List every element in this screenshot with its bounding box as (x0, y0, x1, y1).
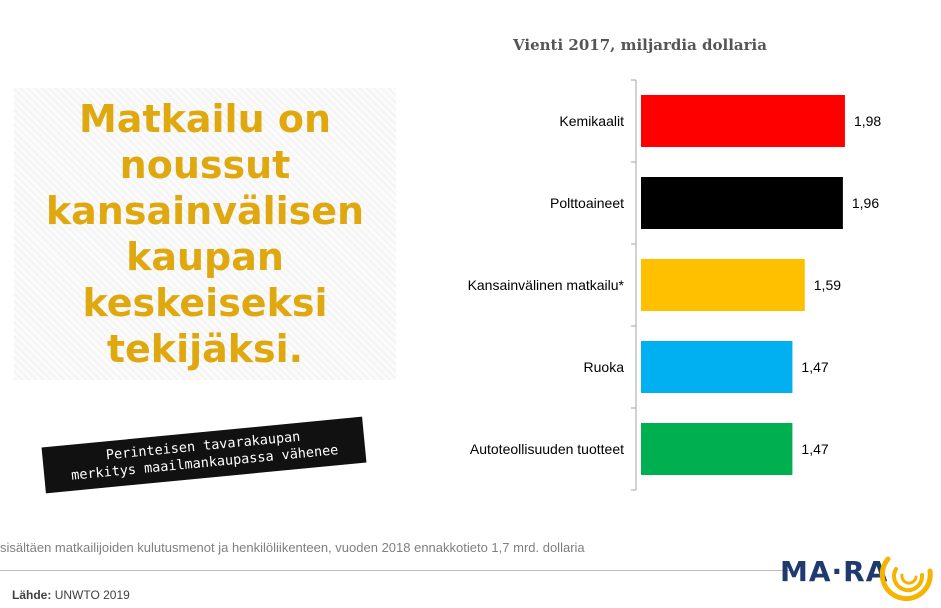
data-label: 1,59 (814, 277, 841, 293)
category-label: Kansainvälinen matkailu* (468, 277, 625, 293)
source: Lähde: UNWTO 2019 (12, 588, 130, 602)
bar-2 (641, 177, 843, 229)
footnote: sisältäen matkailijoiden kulutusmenot ja… (0, 540, 585, 555)
logo-swirl-icon (879, 556, 933, 602)
mara-logo: MA·RA (780, 545, 940, 605)
source-value: UNWTO 2019 (54, 588, 130, 602)
source-label: Lähde: (12, 588, 52, 602)
divider (0, 570, 790, 571)
logo-text: MA·RA (780, 555, 889, 588)
bar-4 (641, 341, 793, 393)
bar-1 (641, 95, 845, 147)
bar-chart: Kemikaalit 1,98 Polttoaineet 1,96 Kansainväl… (468, 79, 881, 491)
data-label: 1,47 (801, 441, 828, 457)
category-label: Polttoaineet (550, 195, 624, 211)
data-label: 1,98 (854, 113, 881, 129)
data-label: 1,96 (852, 195, 879, 211)
chart-title: Vienti 2017, miljardia dollaria (513, 36, 767, 54)
headline: Matkailu on noussut kansainvälisen kaupa… (45, 97, 365, 371)
headline-box: Matkailu on noussut kansainvälisen kaupa… (14, 88, 396, 380)
bar-5 (641, 423, 793, 475)
category-label: Kemikaalit (559, 113, 624, 129)
category-label: Ruoka (584, 359, 625, 375)
bar-3 (641, 259, 805, 311)
data-label: 1,47 (801, 359, 828, 375)
category-label: Autoteollisuuden tuotteet (470, 441, 624, 457)
